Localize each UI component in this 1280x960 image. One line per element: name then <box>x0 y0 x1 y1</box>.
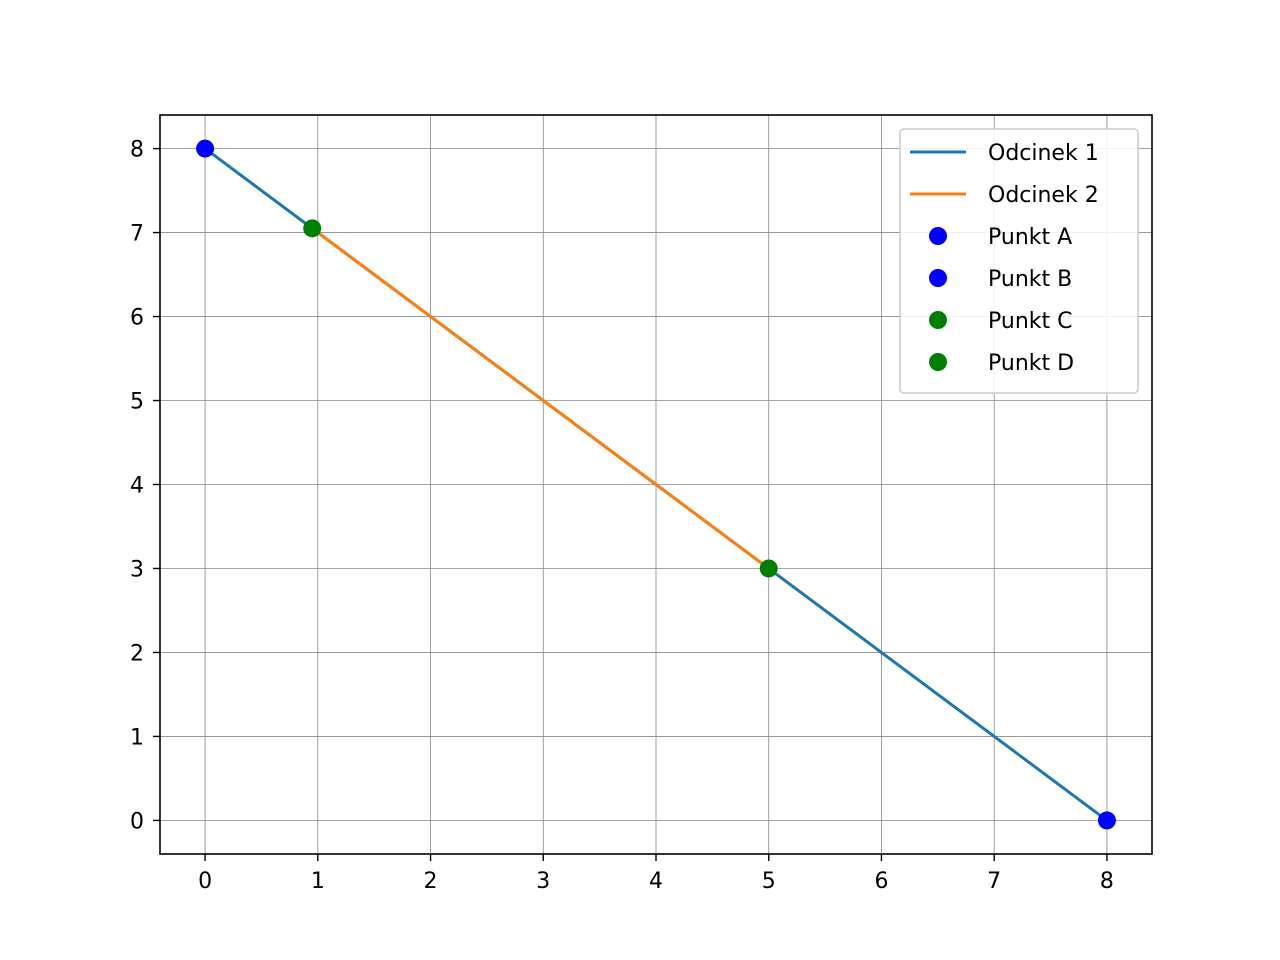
x-tick-label: 0 <box>198 869 212 894</box>
x-tick-label: 1 <box>311 869 325 894</box>
x-tick-label: 3 <box>536 869 550 894</box>
x-tick-label: 5 <box>762 869 776 894</box>
point-marker-punkt-b <box>1097 811 1116 830</box>
y-tick-label: 3 <box>130 557 144 582</box>
y-tick-label: 0 <box>130 809 144 834</box>
legend-label-punkt-b: Punkt B <box>988 267 1072 292</box>
legend-label-punkt-d: Punkt D <box>988 351 1074 376</box>
x-tick-label: 2 <box>424 869 438 894</box>
series-line-odcinek-2 <box>311 227 770 570</box>
x-tick-label: 8 <box>1100 869 1114 894</box>
y-tick-label: 5 <box>130 390 144 415</box>
axis-ticks: 0 1 2 3 4 5 6 7 8 0 1 2 3 4 5 6 7 8 <box>130 138 1114 894</box>
y-tick-label: 6 <box>130 306 144 331</box>
legend-swatch-punkt-d <box>929 353 947 371</box>
series-layer <box>196 139 1116 830</box>
x-tick-label: 4 <box>649 869 663 894</box>
x-tick-label: 6 <box>874 869 888 894</box>
legend: Odcinek 1 Odcinek 2 Punkt A Punkt B Punkt C P… <box>899 128 1139 394</box>
point-marker-punkt-c <box>303 219 322 238</box>
y-tick-label: 4 <box>130 474 144 499</box>
legend-label-punkt-a: Punkt A <box>988 225 1072 250</box>
legend-swatch-punkt-a <box>929 227 947 245</box>
point-marker-punkt-a <box>196 139 215 158</box>
legend-swatch-punkt-c <box>929 311 947 329</box>
legend-label-odcinek-2: Odcinek 2 <box>988 183 1099 208</box>
legend-label-punkt-c: Punkt C <box>988 309 1073 334</box>
y-tick-label: 8 <box>130 138 144 163</box>
x-tick-label: 7 <box>987 869 1001 894</box>
legend-swatch-punkt-b <box>929 269 947 287</box>
point-marker-punkt-d <box>759 559 778 578</box>
y-tick-label: 7 <box>130 222 144 247</box>
y-tick-label: 2 <box>130 641 144 666</box>
y-tick-label: 1 <box>130 725 144 750</box>
legend-label-odcinek-1: Odcinek 1 <box>988 141 1099 166</box>
